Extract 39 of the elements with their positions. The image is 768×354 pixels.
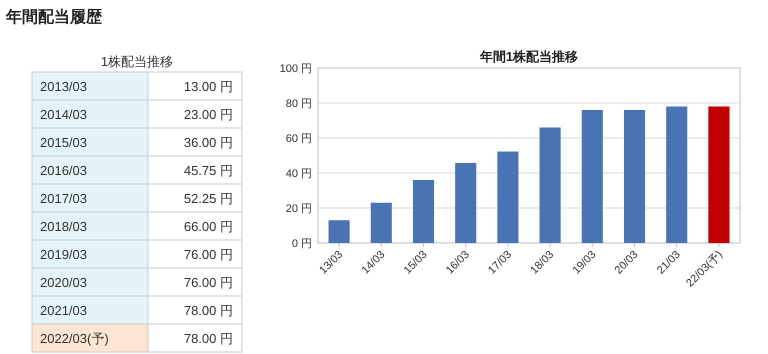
text: 36.00 円: [184, 135, 233, 150]
bar: [497, 152, 518, 243]
bar: [370, 202, 392, 243]
bar: [540, 128, 561, 243]
chart-title: 年間1株配当推移: [478, 49, 578, 64]
text: 1株配当推移: [100, 54, 174, 69]
y-tick-label: 60 円: [286, 133, 312, 145]
text: 78.00 円: [184, 303, 233, 318]
text: 2015/03: [40, 135, 87, 150]
bar: [328, 220, 350, 243]
text: 2013/03: [40, 79, 87, 94]
text: 2018/03: [40, 219, 87, 234]
text: 76.00 円: [184, 275, 233, 290]
text: 45.75 円: [184, 163, 233, 178]
bar: [412, 180, 434, 243]
text: 52.25 円: [184, 191, 233, 206]
text: 2020/03: [40, 275, 87, 290]
text: 23.00 円: [184, 107, 233, 122]
text: 2017/03: [40, 191, 87, 206]
bar: [582, 110, 603, 243]
text: 2021/03: [40, 303, 87, 318]
text: 13.00 円: [184, 79, 233, 94]
y-tick-label: 0 円: [292, 238, 312, 250]
y-tick-label: 100 円: [280, 63, 312, 75]
text: 2016/03: [40, 163, 87, 178]
y-tick-label: 80 円: [286, 98, 312, 110]
bar: [708, 106, 730, 243]
text: 66.00 円: [184, 219, 233, 234]
text: 2014/03: [40, 107, 87, 122]
bar: [624, 110, 646, 243]
text: 年間配当履歴: [5, 8, 102, 26]
text: 76.00 円: [184, 247, 233, 262]
text: 78.00 円: [184, 331, 233, 346]
y-tick-label: 40 円: [286, 168, 312, 180]
y-tick-label: 20 円: [286, 203, 312, 215]
text: 2022/03(予): [40, 331, 109, 346]
bar: [455, 162, 476, 243]
bar: [666, 106, 688, 243]
text: 2019/03: [40, 247, 87, 262]
